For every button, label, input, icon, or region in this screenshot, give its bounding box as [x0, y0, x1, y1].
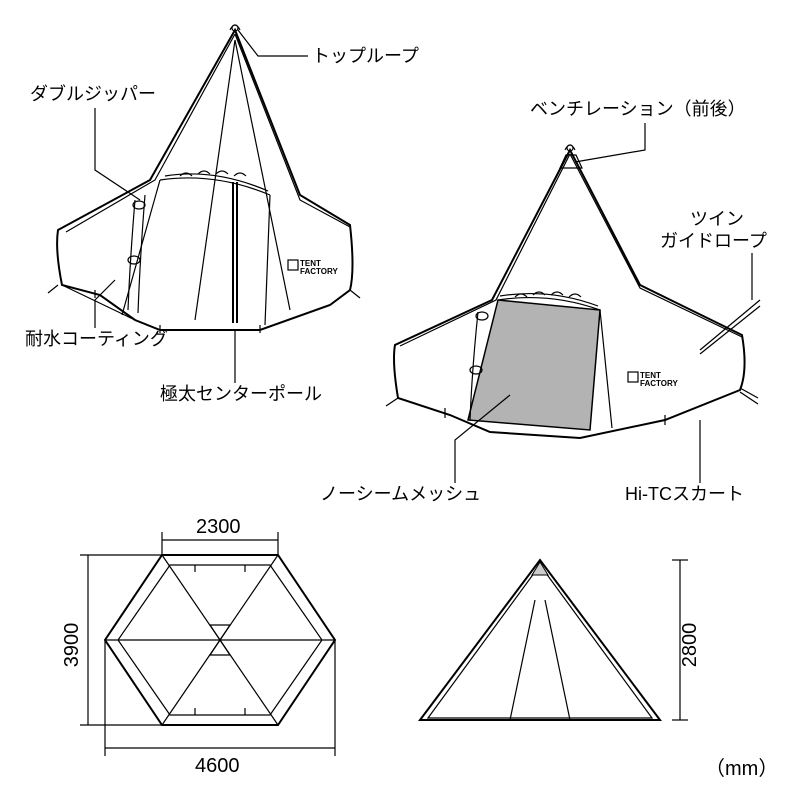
label-water-coating: 耐水コーティング — [25, 329, 168, 349]
tent-logo-2: FACTORY — [300, 267, 338, 276]
tent-logo-4: FACTORY — [640, 379, 678, 388]
label-center-pole: 極太センターポール — [160, 384, 322, 404]
dim-hex-height: 3900 — [61, 623, 83, 668]
label-twin-rope-2: ガイドロープ — [660, 231, 767, 251]
tent-open-view: TENT FACTORY — [48, 25, 360, 333]
tent-closed-view: TENT FACTORY — [386, 145, 760, 438]
unit-label: （mm） — [705, 757, 778, 780]
dim-hex-top: 2300 — [196, 516, 241, 538]
label-top-loop: トップループ — [312, 46, 419, 66]
label-skirt: Hi-TCスカート — [625, 484, 744, 504]
elevation: 2800 — [420, 560, 701, 720]
label-ventilation: ベンチレーション（前後） — [530, 99, 746, 119]
tent-diagram: TENT FACTORY — [0, 0, 800, 800]
dim-hex-bottom: 4600 — [195, 755, 240, 777]
label-double-zipper: ダブルジッパー — [30, 83, 156, 104]
label-mesh: ノーシームメッシュ — [320, 484, 481, 504]
dim-tent-height: 2800 — [679, 623, 701, 668]
label-twin-rope-1: ツイン — [690, 209, 744, 229]
hex-plan: 2300 3900 4600 — [61, 516, 335, 777]
